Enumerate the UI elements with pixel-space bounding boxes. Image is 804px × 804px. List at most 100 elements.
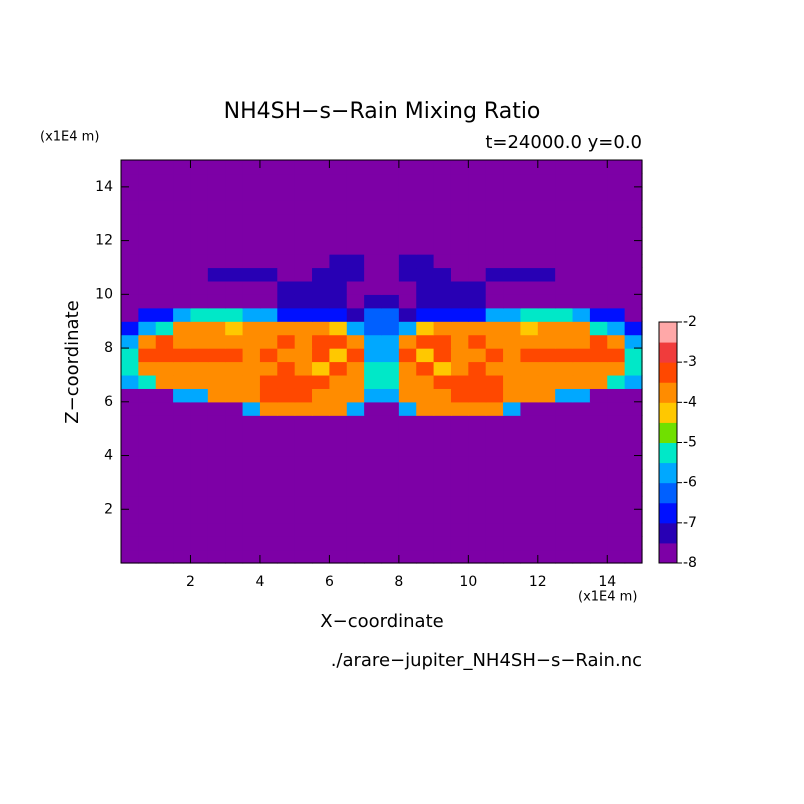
cell — [312, 361, 330, 376]
cell — [503, 482, 522, 497]
cell — [624, 173, 643, 188]
cell — [364, 361, 383, 376]
cell — [207, 280, 226, 295]
cell — [242, 240, 261, 255]
cell — [207, 549, 226, 564]
cell — [589, 401, 608, 416]
cell — [138, 254, 157, 269]
cell — [398, 388, 417, 403]
cell — [450, 549, 469, 564]
cell — [503, 321, 522, 336]
cell — [468, 213, 487, 228]
cell — [555, 468, 574, 483]
cell — [624, 522, 643, 537]
cell — [450, 415, 469, 430]
cell — [485, 334, 504, 349]
cell — [572, 482, 591, 497]
cell — [277, 374, 296, 389]
cell — [485, 482, 504, 497]
cell — [207, 361, 226, 376]
cell — [225, 509, 244, 524]
cell — [138, 482, 157, 497]
cell — [416, 482, 435, 497]
cell — [207, 254, 226, 269]
cell — [520, 267, 539, 282]
cell — [225, 294, 244, 309]
cell — [450, 401, 469, 416]
cell — [259, 468, 278, 483]
cell — [433, 509, 452, 524]
cell — [381, 240, 400, 255]
footer: ./arare−jupiter_NH4SH−s−Rain.nc — [331, 650, 642, 671]
cell — [242, 254, 261, 269]
cell — [589, 334, 608, 349]
cell — [294, 321, 313, 336]
cell — [329, 401, 348, 416]
cell — [589, 294, 608, 309]
colorbar-tick-label: -5 — [683, 435, 697, 451]
cell — [346, 361, 365, 376]
cell — [537, 200, 556, 215]
cell — [381, 227, 400, 242]
cell — [624, 549, 643, 564]
cell — [207, 213, 226, 228]
cell — [329, 267, 348, 282]
cell — [242, 173, 261, 188]
cell — [259, 213, 278, 228]
cell — [173, 307, 192, 322]
colorbar-band — [659, 542, 677, 564]
cell — [364, 549, 383, 564]
cell — [155, 509, 174, 524]
colorbar-band — [659, 422, 677, 443]
cell — [294, 267, 313, 282]
cell — [312, 509, 330, 524]
cell — [329, 428, 348, 443]
cell — [294, 388, 313, 403]
cell — [277, 348, 296, 363]
x-tick-label: 10 — [459, 574, 477, 590]
cell — [555, 200, 574, 215]
cell — [503, 536, 522, 551]
cell — [346, 455, 365, 470]
cell — [624, 160, 643, 175]
cell — [503, 549, 522, 564]
cell — [329, 160, 348, 175]
cell — [225, 321, 244, 336]
cell — [537, 307, 556, 322]
cell — [242, 160, 261, 175]
cell — [468, 160, 487, 175]
cell — [398, 415, 417, 430]
cell — [190, 549, 209, 564]
cell — [485, 173, 504, 188]
cell — [416, 468, 435, 483]
cell — [520, 388, 539, 403]
cell — [346, 200, 365, 215]
cell — [173, 254, 192, 269]
cell — [416, 495, 435, 510]
cell — [294, 227, 313, 242]
cell — [485, 428, 504, 443]
cell — [121, 240, 139, 255]
cell — [155, 186, 174, 201]
cell — [294, 334, 313, 349]
cell — [225, 173, 244, 188]
cell — [294, 361, 313, 376]
cell — [329, 254, 348, 269]
cell — [572, 254, 591, 269]
cell — [503, 294, 522, 309]
cell — [468, 455, 487, 470]
cell — [381, 200, 400, 215]
cell — [503, 227, 522, 242]
cell — [468, 254, 487, 269]
cell — [450, 213, 469, 228]
cell — [485, 522, 504, 537]
cell — [138, 294, 157, 309]
cell — [259, 455, 278, 470]
cell — [450, 495, 469, 510]
cell — [589, 536, 608, 551]
cell — [503, 522, 522, 537]
cell — [329, 495, 348, 510]
cell — [555, 442, 574, 457]
cell — [242, 294, 261, 309]
cell — [520, 522, 539, 537]
